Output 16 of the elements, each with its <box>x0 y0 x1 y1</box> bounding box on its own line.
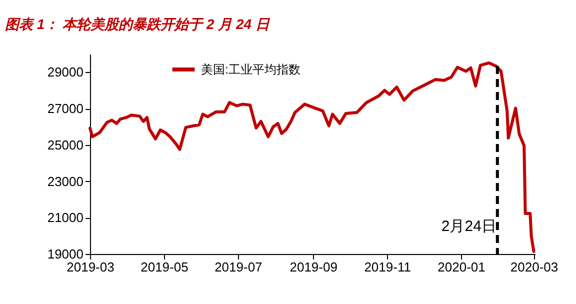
x-tick-label: 2019-07 <box>214 260 262 274</box>
x-tick-label: 2019-11 <box>364 260 411 274</box>
x-tick-label: 2019-05 <box>140 260 188 274</box>
y-tick-label: 27000 <box>47 101 84 116</box>
ref-line-label: 2月24日 <box>441 218 496 235</box>
y-tick-label: 25000 <box>47 137 84 152</box>
x-tick-label: 2020-01 <box>438 260 486 274</box>
y-tick-label: 21000 <box>47 210 84 226</box>
y-tick-label: 29000 <box>47 64 84 80</box>
x-tick-label: 2019-09 <box>290 260 338 274</box>
chart-title: 图表 1： 本轮美股的暴跌开始于 2 月 24 日 <box>5 16 270 32</box>
y-tick-label: 19000 <box>47 246 84 262</box>
x-tick-label: 2019-03 <box>66 260 114 274</box>
legend-label: 美国:工业平均指数 <box>201 62 300 76</box>
y-tick-label: 23000 <box>47 174 84 189</box>
x-tick-label: 2020-03 <box>510 260 558 274</box>
